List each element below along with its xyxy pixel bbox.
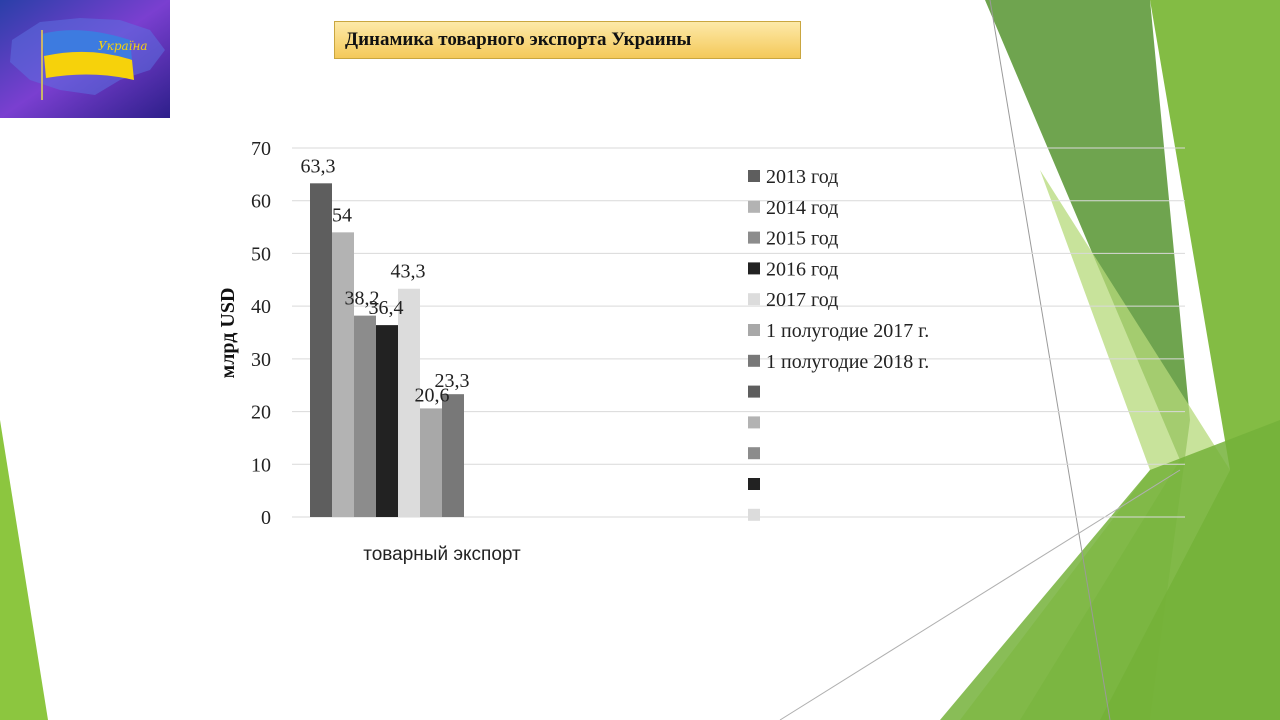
y-tick-label: 70 bbox=[251, 138, 271, 160]
slide-title: Динамика товарного экспорта Украины bbox=[334, 21, 801, 59]
bar-7 bbox=[442, 394, 464, 517]
data-label-2: 54 bbox=[332, 204, 352, 226]
y-tick-label: 20 bbox=[251, 402, 271, 424]
legend-extra-swatch bbox=[748, 508, 760, 521]
legend-extra-swatch bbox=[748, 478, 760, 490]
data-label-7: 23,3 bbox=[435, 370, 470, 392]
data-label-6: 20,6 bbox=[415, 384, 450, 406]
legend-swatch-4 bbox=[748, 262, 760, 275]
y-tick-label: 30 bbox=[251, 349, 271, 371]
legend-swatch-5 bbox=[748, 293, 760, 306]
y-tick-label: 10 bbox=[251, 454, 271, 476]
y-tick-label: 50 bbox=[251, 243, 271, 265]
legend-label-7: 1 полугодие 2018 г. bbox=[766, 351, 929, 373]
y-tick-label: 60 bbox=[251, 191, 271, 213]
ukraine-flag-map-icon: Україна bbox=[0, 0, 170, 118]
legend-extra-swatch bbox=[748, 416, 760, 429]
bar-2 bbox=[332, 232, 354, 518]
legend: 2013 год 2014 год 2015 год 2016 год 2017 год… bbox=[748, 166, 929, 521]
legend-extra-swatch bbox=[748, 447, 760, 460]
legend-extra-swatch bbox=[748, 385, 760, 398]
category-label: товарный экспорт bbox=[363, 544, 521, 565]
data-label-1: 63,3 bbox=[301, 155, 336, 177]
y-axis-label: млрд USD bbox=[217, 288, 239, 379]
legend-label-3: 2015 год bbox=[766, 228, 838, 250]
data-label-5: 43,3 bbox=[391, 261, 426, 283]
bar-6 bbox=[420, 408, 442, 517]
data-labels: 63,3 54 38,236,4 43,3 20,623,3 bbox=[301, 155, 470, 406]
svg-text:Україна: Україна bbox=[98, 39, 148, 53]
y-axis-ticks: 0 10 20 30 40 50 60 70 bbox=[251, 138, 271, 529]
data-label-4: 36,4 bbox=[369, 297, 404, 319]
legend-label-5: 2017 год bbox=[766, 289, 838, 311]
legend-label-6: 1 полугодие 2017 г. bbox=[766, 320, 929, 342]
legend-label-4: 2016 год bbox=[766, 258, 838, 280]
green-shape-left-edge bbox=[0, 420, 48, 720]
data-label-3: 38,2 bbox=[345, 288, 380, 310]
y-tick-label: 0 bbox=[261, 507, 271, 529]
bar-1 bbox=[310, 183, 332, 517]
bar-5 bbox=[398, 288, 420, 517]
legend-label-1: 2013 год bbox=[766, 166, 838, 188]
y-tick-label: 40 bbox=[251, 296, 271, 318]
legend-label-2: 2014 год bbox=[766, 197, 838, 219]
ukraine-logo: Україна bbox=[0, 0, 170, 118]
slide-title-text: Динамика товарного экспорта Украины bbox=[345, 29, 692, 50]
bars bbox=[310, 183, 464, 518]
bar-3 bbox=[354, 315, 376, 517]
decor-line-1 bbox=[989, 0, 1111, 720]
green-shape-bottom bbox=[940, 420, 1280, 720]
legend-swatch-2 bbox=[748, 200, 760, 213]
bar-4 bbox=[376, 325, 398, 517]
legend-swatch-7 bbox=[748, 354, 760, 367]
legend-swatch-3 bbox=[748, 231, 760, 244]
decor-line-2 bbox=[779, 469, 1181, 720]
legend-swatch-6 bbox=[748, 324, 760, 336]
legend-swatch-1 bbox=[748, 170, 760, 182]
